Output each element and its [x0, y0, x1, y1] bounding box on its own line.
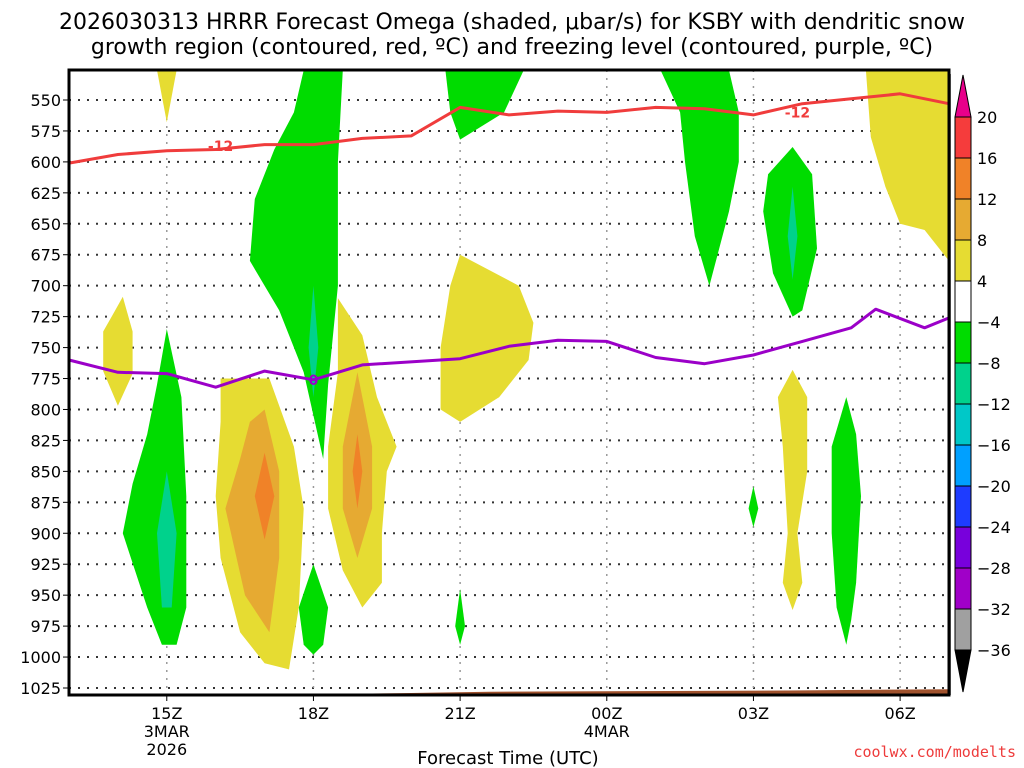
y-tick-label-975: 975 [30, 617, 61, 636]
omega-pos-2 [103, 296, 133, 406]
y-tick-label-800: 800 [30, 400, 61, 419]
y-tick-label-1025: 1025 [20, 679, 61, 698]
omega-neg-5 [445, 70, 524, 140]
x-tick-label-21Z-0: 21Z [444, 704, 475, 723]
credit-text: coolwx.com/modelts [853, 743, 1016, 761]
plot-frame [67, 68, 951, 697]
omega-pos-3c [254, 452, 275, 540]
y-tick-label-1000: 1000 [20, 648, 61, 667]
omega-shading [103, 70, 949, 670]
dendritic-growth-minus12-label-1: -12 [785, 105, 810, 121]
y-tick-label-650: 650 [30, 215, 61, 234]
omega-pos-4c [352, 434, 363, 509]
x-tick-label-18Z-0: 18Z [298, 704, 329, 723]
y-tick-label-550: 550 [30, 91, 61, 110]
colorbar-bin-8to12 [954, 198, 972, 241]
colorbar-label-12: 12 [977, 190, 997, 209]
colorbar-bin--28to-24 [954, 526, 972, 569]
colorbar-bin--32to-28 [954, 567, 972, 610]
chart-title-line-1: 2026030313 HRRR Forecast Omega (shaded, … [59, 10, 965, 35]
x-tick-label-06Z-0: 06Z [884, 704, 915, 723]
colorbar-label-16: 16 [977, 149, 997, 168]
colorbar-label--24: −24 [977, 518, 1011, 537]
y-tick-label-900: 900 [30, 524, 61, 543]
colorbar-arrow-top [954, 74, 972, 118]
omega-neg-2b [308, 285, 319, 398]
omega-neg-4 [455, 589, 465, 645]
y-tick-label-675: 675 [30, 246, 61, 265]
chart-title-line-2: growth region (contoured, red, ºC) and f… [91, 35, 933, 60]
omega-neg-7b [787, 186, 798, 280]
omega-pos-7 [777, 369, 808, 610]
x-tick-label-00Z-0: 00Z [591, 704, 622, 723]
colorbar-bin-12to16 [954, 157, 972, 200]
y-tick-label-775: 775 [30, 370, 61, 389]
colorbar-bin--12to-8 [954, 362, 972, 405]
freezing-level-0-label-0: 0 [309, 373, 319, 389]
colorbar-label--28: −28 [977, 559, 1011, 578]
colorbar-bin-16to20 [954, 116, 972, 159]
colorbar-label--4: −4 [977, 313, 1001, 332]
colorbar-arrow-bottom [954, 649, 972, 693]
colorbar-bin--8to-4 [954, 321, 972, 364]
colorbar-label--16: −16 [977, 436, 1011, 455]
y-tick-label-575: 575 [30, 122, 61, 141]
colorbar-bin-4to8 [954, 239, 972, 282]
colorbar-label--12: −12 [977, 395, 1011, 414]
colorbar: 20 16 12 8 4 −4 −8 −12 −16 −20 −24 −28 −32 −36 [949, 74, 1011, 695]
colorbar-label-4: 4 [977, 272, 987, 291]
y-tick-label-925: 925 [30, 555, 61, 574]
omega-neg-6 [660, 70, 739, 286]
omega-neg-1b [157, 471, 177, 608]
y-tick-label-750: 750 [30, 339, 61, 358]
contour-lines: -12 -12 0 [68, 92, 950, 389]
omega-neg-8 [748, 486, 759, 528]
colorbar-bin--20to-16 [954, 444, 972, 487]
colorbar-bin--24to-20 [954, 485, 972, 528]
colorbar-bin--36to-32 [954, 608, 972, 651]
x-tick-label-00Z-1: 4MAR [584, 722, 630, 741]
y-tick-label-625: 625 [30, 184, 61, 203]
omega-pos-6 [865, 70, 949, 261]
y-tick-label-950: 950 [30, 586, 61, 605]
y-tick-label-725: 725 [30, 308, 61, 327]
colorbar-label--32: −32 [977, 600, 1011, 619]
x-axis-label: Forecast Time (UTC) [417, 748, 598, 768]
x-tick-label-15Z-0: 15Z [151, 704, 182, 723]
omega-neg-3 [298, 564, 329, 655]
omega-pos-1 [157, 70, 177, 123]
y-tick-label-850: 850 [30, 462, 61, 481]
freezing-level-0-line [68, 307, 950, 389]
omega-pos-5 [440, 254, 534, 422]
x-tick-label-03Z-0: 03Z [738, 704, 769, 723]
x-tick-label-15Z-2: 2026 [146, 740, 187, 759]
y-tick-label-875: 875 [30, 493, 61, 512]
y-axis-ticks: 550 575 600 625 650 675 700 725 750 775 800 825 850 8… [20, 91, 68, 698]
omega-neg-9 [831, 397, 861, 645]
omega-neg-2 [249, 70, 343, 460]
colorbar-label--8: −8 [977, 354, 1001, 373]
x-tick-label-15Z-1: 3MAR [144, 722, 190, 741]
colorbar-bin--16to-12 [954, 403, 972, 446]
dendritic-growth-minus12-line [68, 92, 950, 165]
y-tick-label-700: 700 [30, 277, 61, 296]
colorbar-label--36: −36 [977, 641, 1011, 660]
colorbar-label-8: 8 [977, 231, 987, 250]
dendritic-growth-minus12-label-0: -12 [208, 139, 233, 155]
y-tick-label-825: 825 [30, 431, 61, 450]
colorbar-label--20: −20 [977, 477, 1011, 496]
colorbar-bin--4to4 [954, 280, 972, 323]
y-tick-label-600: 600 [30, 153, 61, 172]
colorbar-label-20: 20 [977, 108, 997, 127]
